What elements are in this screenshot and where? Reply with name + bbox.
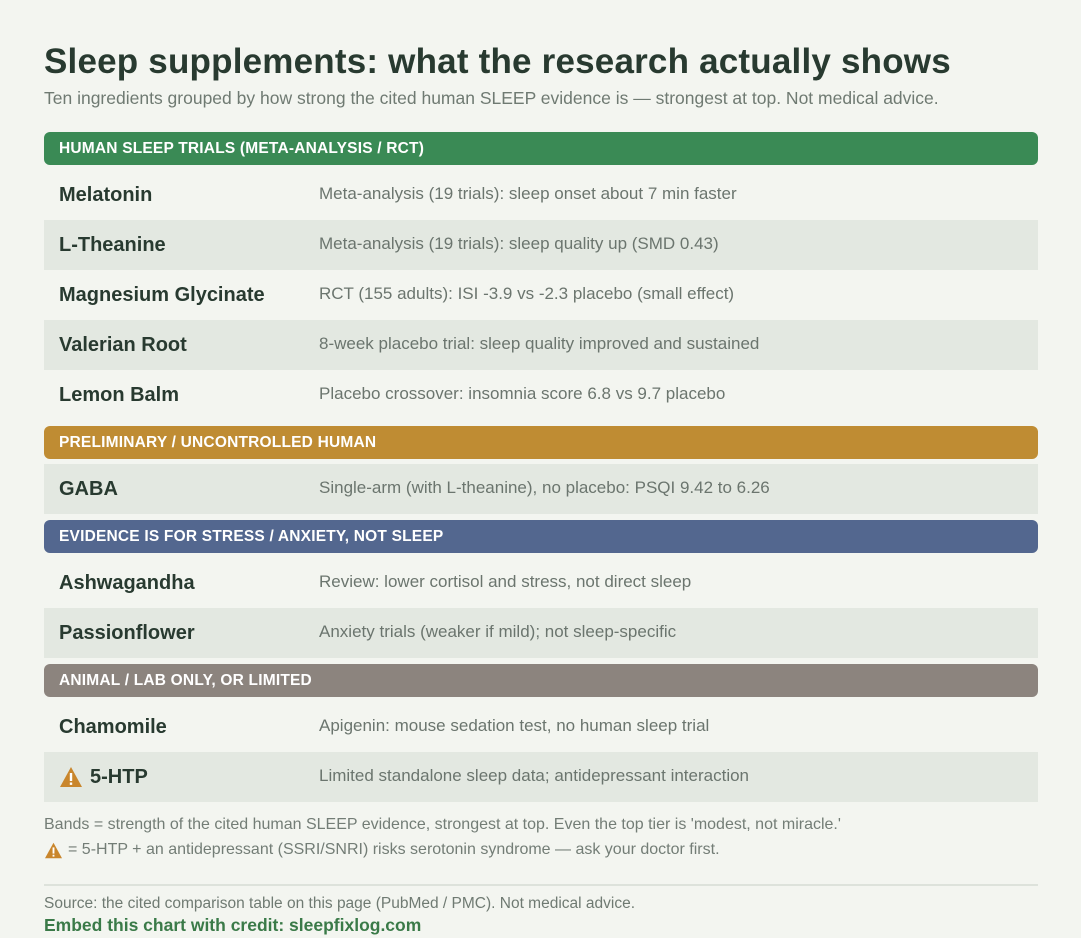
supplement-name: Magnesium Glycinate <box>59 284 265 306</box>
band-human-sleep-trials: HUMAN SLEEP TRIALS (META-ANALYSIS / RCT) <box>44 132 1038 165</box>
supplement-row-melatonin: Melatonin Meta-analysis (19 trials): sle… <box>44 170 1038 220</box>
supplement-name: Melatonin <box>59 184 153 206</box>
supplement-name: GABA <box>59 478 118 500</box>
embed-credit: Embed this chart with credit: sleepfixlo… <box>44 915 422 935</box>
supplement-evidence: Meta-analysis (19 trials): sleep onset a… <box>319 184 737 203</box>
supplement-row-valerian-root: Valerian Root 8-week placebo trial: slee… <box>44 320 1038 370</box>
supplement-evidence: Limited standalone sleep data; antidepre… <box>319 766 750 785</box>
supplement-row-l-theanine: L-Theanine Meta-analysis (19 trials): sl… <box>44 220 1038 270</box>
footer-divider <box>44 884 1038 886</box>
supplement-evidence: Meta-analysis (19 trials): sleep quality… <box>319 234 719 253</box>
supplement-evidence: RCT (155 adults): ISI -3.9 vs -2.3 place… <box>319 284 735 303</box>
supplement-name: Lemon Balm <box>59 384 180 406</box>
supplement-evidence: Review: lower cortisol and stress, not d… <box>319 572 692 591</box>
band-stress-anxiety: EVIDENCE IS FOR STRESS / ANXIETY, NOT SL… <box>44 520 1038 553</box>
supplement-evidence: Anxiety trials (weaker if mild); not sle… <box>319 622 677 641</box>
supplement-row-chamomile: Chamomile Apigenin: mouse sedation test,… <box>44 702 1038 752</box>
supplement-evidence: Placebo crossover: insomnia score 6.8 vs… <box>319 384 726 403</box>
warning-triangle-icon <box>60 767 82 787</box>
supplement-name: Chamomile <box>59 716 167 738</box>
page-title: Sleep supplements: what the research act… <box>44 42 951 81</box>
warning-note: = 5-HTP + an antidepressant (SSRI/SNRI) … <box>44 841 720 859</box>
supplement-name-with-warning: 5-HTP <box>59 752 148 802</box>
supplement-name: 5-HTP <box>90 766 148 788</box>
supplement-name: Passionflower <box>59 622 195 644</box>
supplement-evidence: 8-week placebo trial: sleep quality impr… <box>319 334 760 353</box>
warning-triangle-icon <box>45 842 62 858</box>
supplement-name: Ashwagandha <box>59 572 195 594</box>
bands-note: Bands = strength of the cited human SLEE… <box>44 816 841 833</box>
page-subtitle: Ten ingredients grouped by how strong th… <box>44 88 939 108</box>
supplement-name: L-Theanine <box>59 234 166 256</box>
supplement-evidence: Apigenin: mouse sedation test, no human … <box>319 716 710 735</box>
supplement-row-magnesium-glycinate: Magnesium Glycinate RCT (155 adults): IS… <box>44 270 1038 320</box>
supplement-name: Valerian Root <box>59 334 187 356</box>
band-animal-lab: ANIMAL / LAB ONLY, OR LIMITED <box>44 664 1038 697</box>
supplement-row-5-htp: 5-HTP Limited standalone sleep data; ant… <box>44 752 1038 802</box>
band-preliminary-human: PRELIMINARY / UNCONTROLLED HUMAN <box>44 426 1038 459</box>
supplement-row-lemon-balm: Lemon Balm Placebo crossover: insomnia s… <box>44 370 1038 420</box>
source-note: Source: the cited comparison table on th… <box>44 895 636 912</box>
warning-note-text: = 5-HTP + an antidepressant (SSRI/SNRI) … <box>68 841 720 858</box>
supplement-row-ashwagandha: Ashwagandha Review: lower cortisol and s… <box>44 558 1038 608</box>
supplement-row-passionflower: Passionflower Anxiety trials (weaker if … <box>44 608 1038 658</box>
supplement-evidence: Single-arm (with L-theanine), no placebo… <box>319 478 770 497</box>
supplement-row-gaba: GABA Single-arm (with L-theanine), no pl… <box>44 464 1038 514</box>
